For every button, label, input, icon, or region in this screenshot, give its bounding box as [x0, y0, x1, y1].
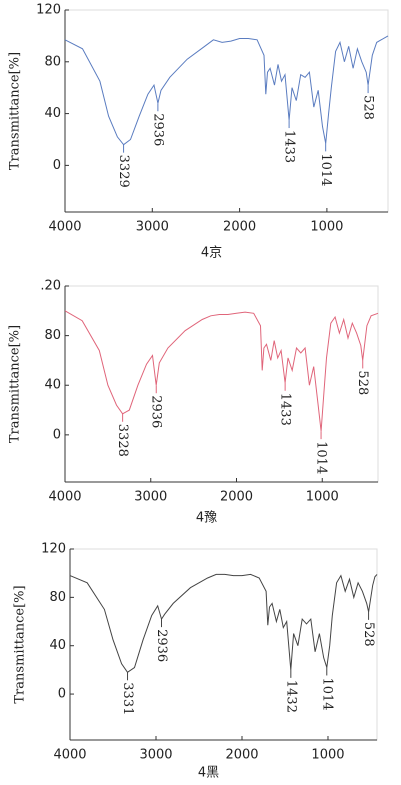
spectrum-line	[64, 35, 389, 146]
y-tick-label: 120	[36, 3, 61, 18]
x-tick-label: 3000	[134, 490, 167, 505]
y-tick-label: 120	[41, 542, 66, 557]
y-tick-label: 80	[44, 54, 61, 69]
x-tick-label: 2000	[223, 220, 256, 235]
chart-title: 4黑	[198, 766, 219, 781]
x-tick-label: 1000	[310, 220, 343, 235]
y-axis-label: Transmittance[%]	[13, 585, 28, 703]
chart-title: 4豫	[196, 511, 217, 526]
x-tick-label: 1000	[306, 490, 339, 505]
peak-label: 528	[361, 95, 376, 120]
plot-frame	[69, 548, 378, 741]
y-tick-label: 80	[49, 590, 66, 605]
peak-label: 1014	[318, 153, 333, 186]
plot-frame	[64, 9, 389, 213]
peak-label: 1014	[319, 677, 334, 710]
x-tick-label: 3000	[136, 220, 169, 235]
x-tick-label: 2000	[225, 748, 258, 763]
x-tick-label: 4000	[48, 220, 81, 235]
x-tick-label: 2000	[220, 490, 253, 505]
y-tick-label: 40	[44, 378, 61, 393]
peak-label: 3329	[116, 155, 131, 188]
y-axis-label: Transmittance[%]	[8, 52, 23, 170]
peak-label: 1433	[278, 393, 293, 426]
y-tick-label: 0	[58, 687, 66, 702]
peak-label: 3331	[120, 682, 135, 715]
y-tick-label: 80	[44, 328, 61, 343]
peak-label: 2936	[149, 395, 164, 428]
x-tick-label: 3000	[139, 748, 172, 763]
y-tick-label: 40	[44, 106, 61, 121]
y-tick-label: 0	[53, 427, 61, 442]
y-tick-label: .20	[40, 279, 61, 294]
y-tick-label: 40	[49, 638, 66, 653]
peak-label: 2936	[150, 113, 165, 146]
x-tick-label: 4000	[53, 748, 86, 763]
peak-label: 2936	[154, 629, 169, 662]
spectrum-line	[64, 310, 379, 432]
peak-label: 1433	[282, 130, 297, 163]
chart-title: 4京	[201, 246, 222, 261]
peak-label: 1432	[283, 680, 298, 713]
peak-label: 1014	[314, 441, 329, 474]
plot-frame	[64, 285, 379, 483]
y-axis-label: Transmittance[%]	[8, 325, 23, 443]
y-tick-label: 0	[53, 158, 61, 173]
x-tick-label: 1000	[311, 748, 344, 763]
peak-label: 528	[361, 622, 376, 647]
peak-label: 528	[355, 370, 370, 395]
peak-label: 3328	[115, 424, 130, 457]
x-tick-label: 4000	[48, 490, 81, 505]
spectrum-line	[69, 573, 378, 673]
